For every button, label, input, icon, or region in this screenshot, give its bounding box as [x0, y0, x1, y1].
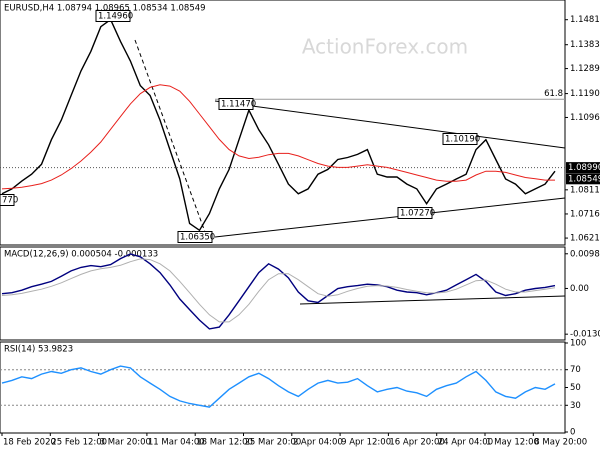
y-tick-label: 1.10965 — [570, 113, 600, 123]
x-tick-label: 25 Feb 12:00 — [51, 438, 107, 448]
annotation-box — [0, 194, 15, 206]
x-tick-label: 3 Mar 20:00 — [100, 438, 151, 448]
series-line — [1, 18, 556, 232]
annotation: 1.14960 — [98, 12, 133, 22]
y-tick-label: 1.11905 — [570, 89, 600, 99]
y-tick-label: 1.13830 — [570, 40, 600, 50]
chart-title: EURUSD,H4 1.08794 1.08965 1.08534 1.0854… — [4, 4, 206, 14]
main-panel — [0, 0, 566, 246]
series-line — [1, 253, 556, 330]
annotation: 1.10190 — [445, 135, 480, 145]
x-tick-label: 16 Apr 20:00 — [389, 438, 444, 448]
macd-title: MACD(12,26,9) 0.000504 -0.000133 — [4, 250, 158, 260]
y-tick-label: 0 — [570, 428, 575, 438]
x-tick-label: 11 Mar 04:00 — [148, 438, 205, 448]
annotation-box — [95, 10, 131, 22]
annotation: 1.06350 — [180, 233, 215, 243]
x-tick-label: 9 Apr 12:00 — [341, 438, 391, 448]
y-tick-label: 1.08115 — [570, 185, 600, 195]
x-tick-label: 18 Mar 12:00 — [196, 438, 253, 448]
rsi-title: RSI(14) 53.9823 — [4, 345, 73, 355]
y-tick-label: 30 — [570, 401, 581, 411]
y-tick-label: 100 — [570, 339, 586, 349]
lower-trendline — [214, 197, 566, 238]
price-box — [566, 173, 600, 185]
upper-trendline — [214, 100, 566, 149]
price-label: 1.08549 — [568, 174, 600, 184]
y-tick-label: 0.009862 — [570, 249, 600, 259]
y-tick-label: 1.06215 — [570, 234, 600, 244]
annotation-box — [218, 98, 254, 110]
x-tick-label: 18 Feb 2020 — [3, 438, 56, 448]
annotation: 770 — [2, 196, 18, 206]
series-line — [1, 258, 556, 323]
y-tick-label: 50 — [570, 383, 581, 393]
x-tick-label: 8 May 20:00 — [534, 438, 587, 448]
annotation-box — [177, 231, 213, 243]
wave-line — [134, 39, 206, 233]
annotation-box — [397, 207, 433, 219]
price-box — [566, 162, 600, 174]
series-line — [1, 84, 555, 190]
series-line — [1, 365, 556, 408]
x-tick-label: 25 Mar 20:00 — [245, 438, 302, 448]
y-tick-label: 1.14815 — [570, 15, 600, 25]
annotation-box — [442, 133, 478, 145]
y-tick-label: 1.07165 — [570, 209, 600, 219]
annotation: 1.07270 — [400, 209, 435, 219]
fib-label: 61.8 — [544, 89, 563, 99]
price-label: 1.08990 — [568, 163, 600, 173]
x-tick-label: 2 Apr 04:00 — [293, 438, 343, 448]
macd-panel — [0, 246, 566, 341]
x-tick-label: 24 Apr 04:00 — [438, 438, 493, 448]
y-tick-label: 70 — [570, 365, 581, 375]
y-tick-label: -0.013002 — [570, 330, 600, 340]
annotation: 1.11470 — [221, 100, 256, 110]
macd-trendline — [299, 295, 566, 305]
watermark: ActionForex.com — [302, 35, 468, 59]
y-tick-label: 1.12890 — [570, 64, 600, 74]
x-tick-label: 1 May 12:00 — [486, 438, 539, 448]
y-tick-label: 0.00 — [570, 284, 589, 294]
